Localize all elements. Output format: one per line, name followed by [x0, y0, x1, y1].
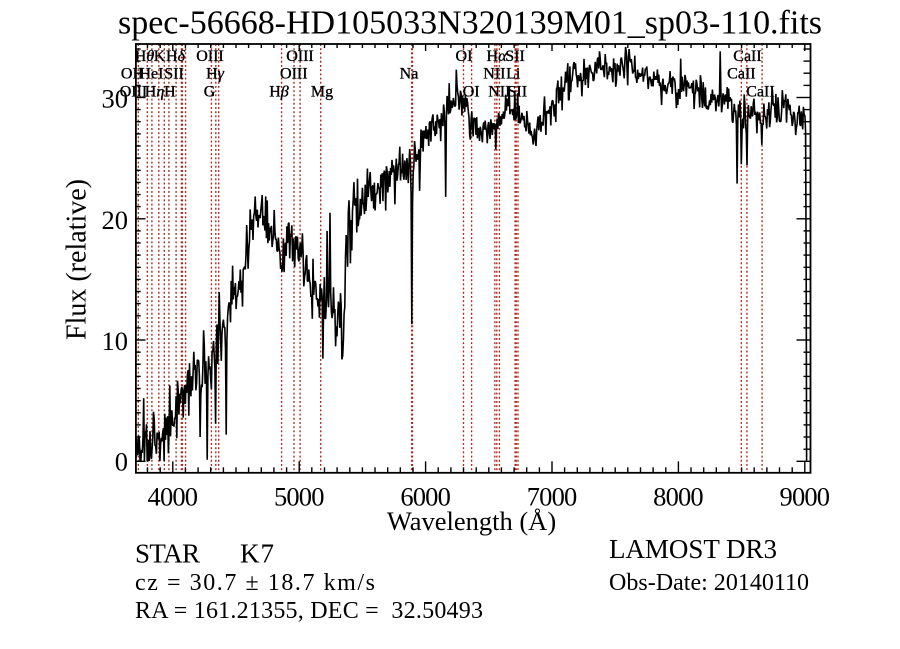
svg-text:RA = 161.21355, DEC = 32.5049: RA = 161.21355, DEC = 32.50493: [135, 598, 483, 624]
svg-text:Hη: Hη: [145, 84, 165, 101]
svg-text:0: 0: [115, 447, 128, 477]
svg-text:OI: OI: [456, 48, 473, 65]
svg-text:NII: NII: [488, 84, 510, 101]
svg-text:CaII: CaII: [746, 84, 774, 101]
svg-text:OI: OI: [463, 84, 480, 101]
svg-text:OIII: OIII: [196, 48, 224, 65]
svg-text:G: G: [204, 84, 216, 101]
svg-text:SII: SII: [164, 66, 184, 83]
svg-text:CaII: CaII: [733, 48, 761, 65]
svg-text:5000: 5000: [274, 482, 325, 512]
svg-text:Hθ: Hθ: [135, 48, 155, 65]
svg-text:OIII: OIII: [280, 66, 308, 83]
svg-text:K7: K7: [240, 539, 274, 569]
svg-text:OII: OII: [121, 66, 143, 83]
svg-text:20: 20: [102, 205, 129, 235]
svg-text:OIII: OIII: [286, 48, 314, 65]
svg-text:Mg: Mg: [311, 84, 333, 101]
svg-text:Hβ: Hβ: [269, 84, 289, 101]
svg-text:spec-56668-HD105033N320139M01_: spec-56668-HD105033N320139M01_sp03-110.f…: [118, 5, 822, 42]
svg-text:LAMOST DR3: LAMOST DR3: [609, 534, 777, 564]
svg-text:30: 30: [102, 84, 129, 114]
svg-text:STAR: STAR: [135, 539, 200, 569]
svg-text:Na: Na: [400, 66, 419, 83]
svg-text:Flux (relative): Flux (relative): [62, 179, 93, 340]
svg-text:8000: 8000: [653, 482, 704, 512]
svg-text:4000: 4000: [148, 482, 199, 512]
svg-text:10: 10: [102, 326, 129, 356]
svg-text:Li: Li: [506, 66, 521, 83]
svg-text:7000: 7000: [527, 482, 578, 512]
svg-text:6000: 6000: [400, 482, 451, 512]
svg-text:CaII: CaII: [727, 66, 755, 83]
svg-text:K: K: [154, 48, 166, 65]
svg-text:Obs-Date: 20140110: Obs-Date: 20140110: [609, 570, 809, 596]
svg-text:NII: NII: [483, 66, 505, 83]
svg-text:HeI: HeI: [140, 66, 164, 83]
svg-text:Hγ: Hγ: [206, 66, 225, 83]
svg-text:9000: 9000: [780, 482, 831, 512]
svg-text:Wavelength (Å): Wavelength (Å): [387, 506, 556, 536]
svg-text:SII: SII: [508, 84, 528, 101]
svg-text:cz = 30.7 ± 18.7 km/s: cz = 30.7 ± 18.7 km/s: [135, 570, 375, 596]
svg-text:Hα: Hα: [487, 48, 508, 65]
svg-text:OIII: OIII: [120, 84, 148, 101]
svg-text:SII: SII: [505, 48, 525, 65]
svg-text:Hδ: Hδ: [166, 48, 186, 65]
svg-text:H: H: [164, 84, 176, 101]
